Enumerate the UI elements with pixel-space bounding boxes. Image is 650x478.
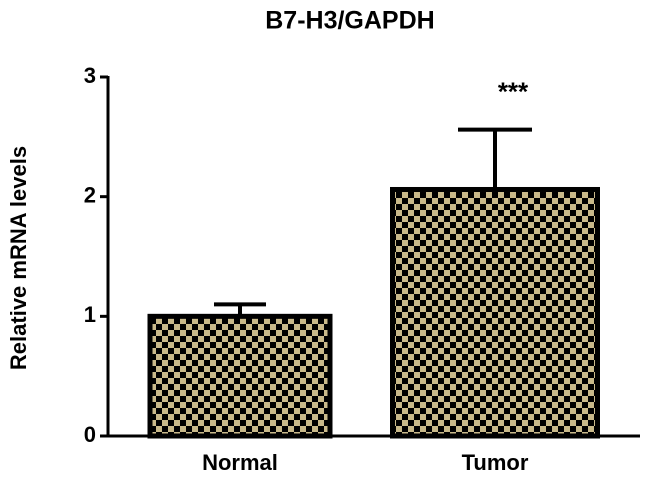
bar (390, 186, 600, 439)
x-tick-label: Tumor (462, 450, 529, 475)
y-axis-label: Relative mRNA levels (6, 146, 31, 370)
x-tick-label: Normal (202, 450, 278, 475)
y-tick-label: 0 (84, 422, 96, 447)
bar (147, 313, 333, 439)
y-tick-label: 1 (84, 302, 96, 327)
y-tick-label: 2 (84, 182, 96, 207)
annotation: *** (498, 77, 529, 107)
chart-title: B7-H3/GAPDH (265, 7, 434, 35)
y-tick-label: 3 (84, 63, 96, 88)
